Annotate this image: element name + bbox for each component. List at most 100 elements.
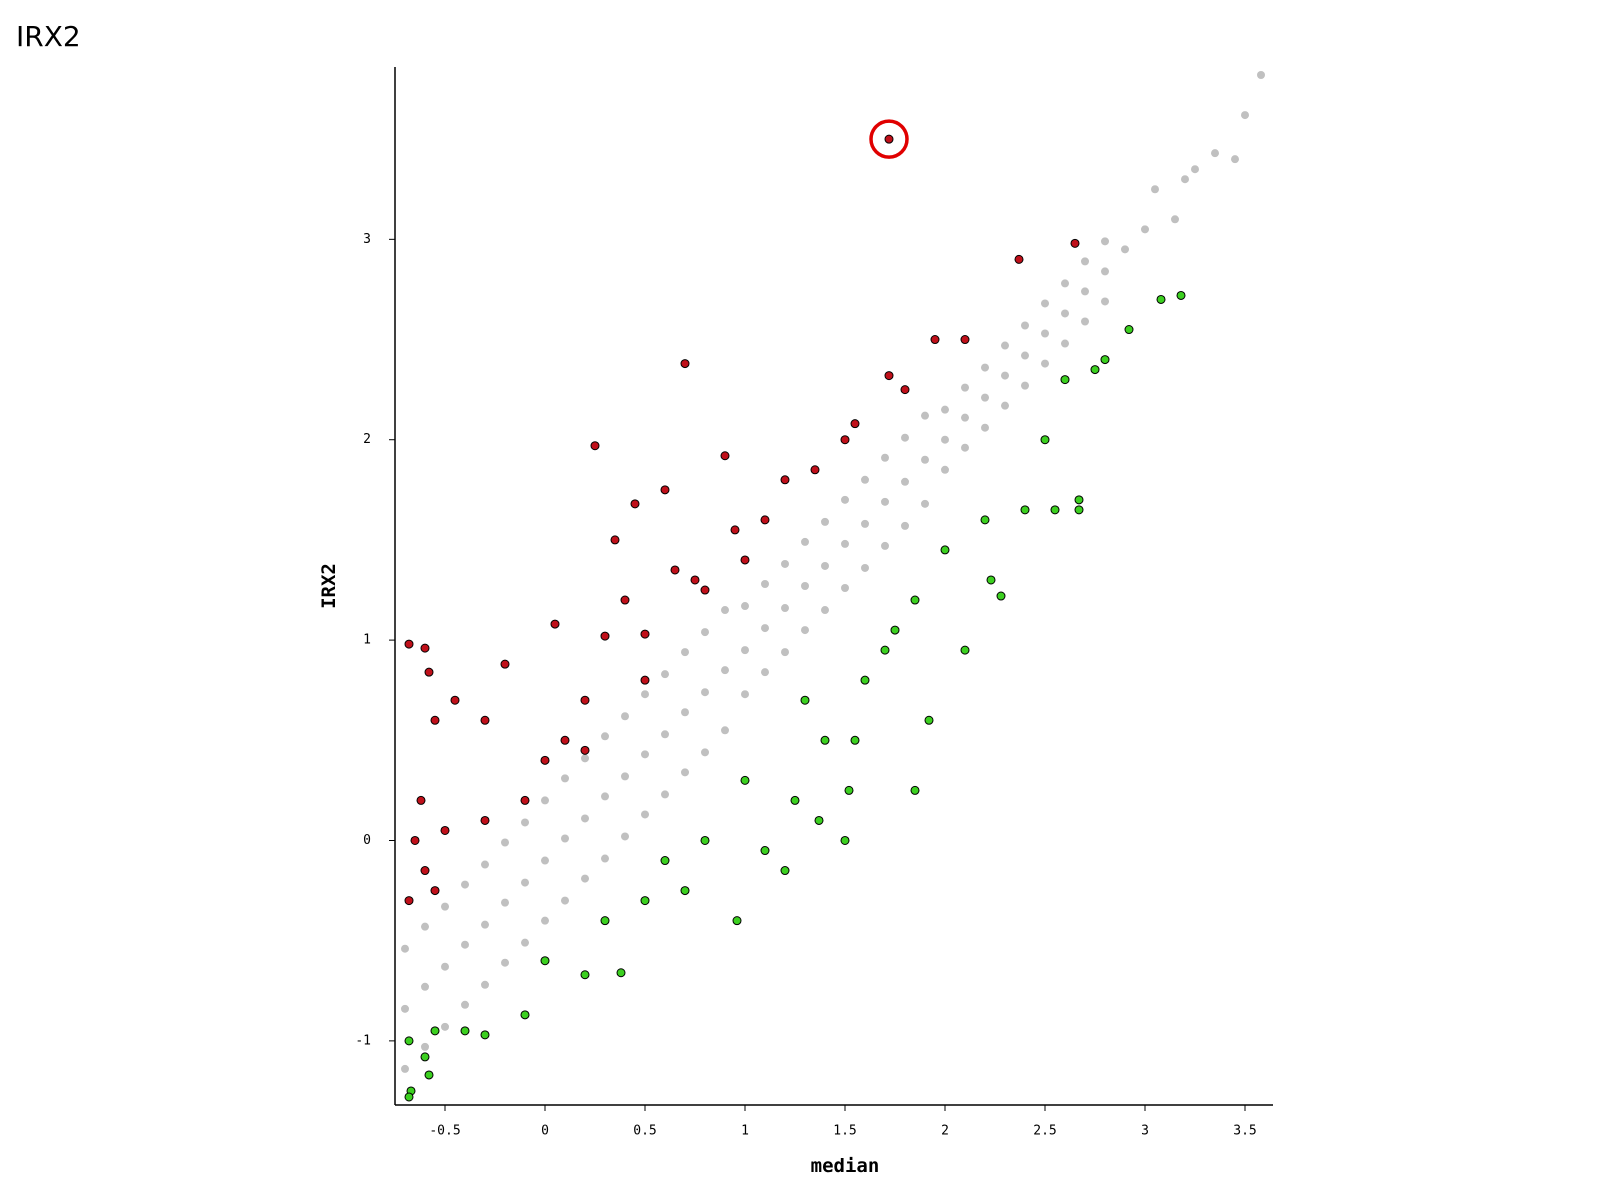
point [441,962,449,971]
point [981,363,989,372]
point [1176,290,1186,300]
point [844,785,854,795]
point [732,916,742,926]
point [641,690,649,699]
chart-title: IRX2 [16,20,81,53]
point [850,735,860,745]
point [850,419,860,429]
point [981,423,989,432]
point [841,584,849,593]
point [800,695,810,705]
point [540,755,550,765]
point [640,896,650,906]
point [420,1052,430,1062]
point [1231,155,1239,164]
point [410,835,420,845]
point [581,754,589,763]
point [821,606,829,615]
point [1021,381,1029,390]
x-tick-label: 3 [1141,1124,1149,1139]
point [1061,309,1069,318]
point [741,602,749,611]
x-tick-label: 2.5 [1033,1124,1056,1139]
point [814,815,824,825]
point [1241,111,1249,120]
point [701,748,709,757]
x-axis-label: median [811,1155,880,1177]
point [501,898,509,907]
point [680,359,690,369]
point [680,886,690,896]
point [421,1042,429,1051]
y-tick-label: 1 [363,633,371,648]
point [660,856,670,866]
x-tick-label: 1.5 [833,1124,856,1139]
point [560,735,570,745]
point [541,856,549,865]
point [841,495,849,504]
point [641,750,649,759]
point [681,648,689,657]
point [420,866,430,876]
point [861,519,869,528]
point [430,886,440,896]
point [561,774,569,783]
point [501,838,509,847]
point [440,825,450,835]
point [581,814,589,823]
point [960,645,970,655]
point [781,559,789,568]
point [921,411,929,420]
point [621,772,629,781]
point [901,433,909,442]
point [1090,365,1100,375]
point [1001,341,1009,350]
point [901,477,909,486]
point [681,768,689,777]
point [480,715,490,725]
point [880,645,890,655]
point [761,579,769,588]
point [1020,505,1030,515]
point [416,795,426,805]
point [616,968,626,978]
point [1061,339,1069,348]
point [1041,359,1049,368]
point [960,335,970,345]
point [740,555,750,565]
point [924,715,934,725]
point [821,517,829,526]
point [1101,237,1109,246]
point [520,1010,530,1020]
point [881,453,889,462]
point [1257,71,1265,80]
point [820,735,830,745]
point [520,795,530,805]
point [581,874,589,883]
point [781,604,789,613]
plot-area [401,71,1265,1102]
point [761,668,769,677]
point [601,732,609,741]
point [841,539,849,548]
y-axis-label: IRX2 [318,563,340,609]
point [720,451,730,461]
point [1041,329,1049,338]
point [540,956,550,966]
point [500,659,510,669]
point [461,1000,469,1009]
point [601,792,609,801]
point [810,465,820,475]
point [721,726,729,735]
x-tick-label: 0 [541,1124,549,1139]
point [430,715,440,725]
point [640,675,650,685]
point [1101,267,1109,276]
point [981,393,989,402]
point [401,1004,409,1013]
point [620,595,630,605]
y-tick-label: -1 [355,1033,371,1048]
point [461,880,469,889]
point [621,832,629,841]
